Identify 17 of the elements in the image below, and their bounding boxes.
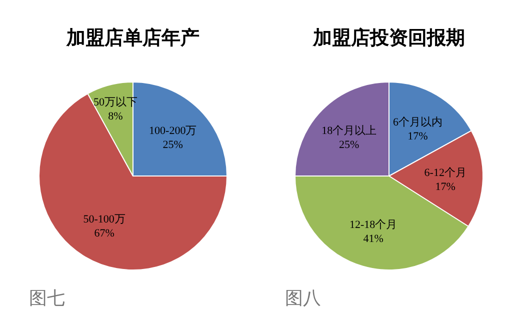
slice-label: 100-200万 xyxy=(149,125,197,138)
slice-label: 6个月以内 xyxy=(392,115,442,128)
data-label: 17% xyxy=(408,130,428,142)
chart-title: 加盟店单店年产 xyxy=(66,27,200,49)
slice-label: 12-18个月 xyxy=(349,219,398,232)
chart-title: 加盟店投资回报期 xyxy=(312,27,465,49)
data-label: 67% xyxy=(94,228,114,240)
text: 图八 xyxy=(285,288,321,308)
data-label: 8% xyxy=(108,110,123,123)
data-label: 25% xyxy=(162,139,183,152)
slice-label: 6-12个月 xyxy=(424,166,466,179)
slice-label: 18个月以上 xyxy=(322,124,377,138)
slice-label: 50-100万 xyxy=(83,214,126,226)
data-label: 25% xyxy=(339,139,360,152)
data-label: 17% xyxy=(435,180,456,193)
text: 图七 xyxy=(29,288,65,308)
data-label: 41% xyxy=(363,233,384,246)
